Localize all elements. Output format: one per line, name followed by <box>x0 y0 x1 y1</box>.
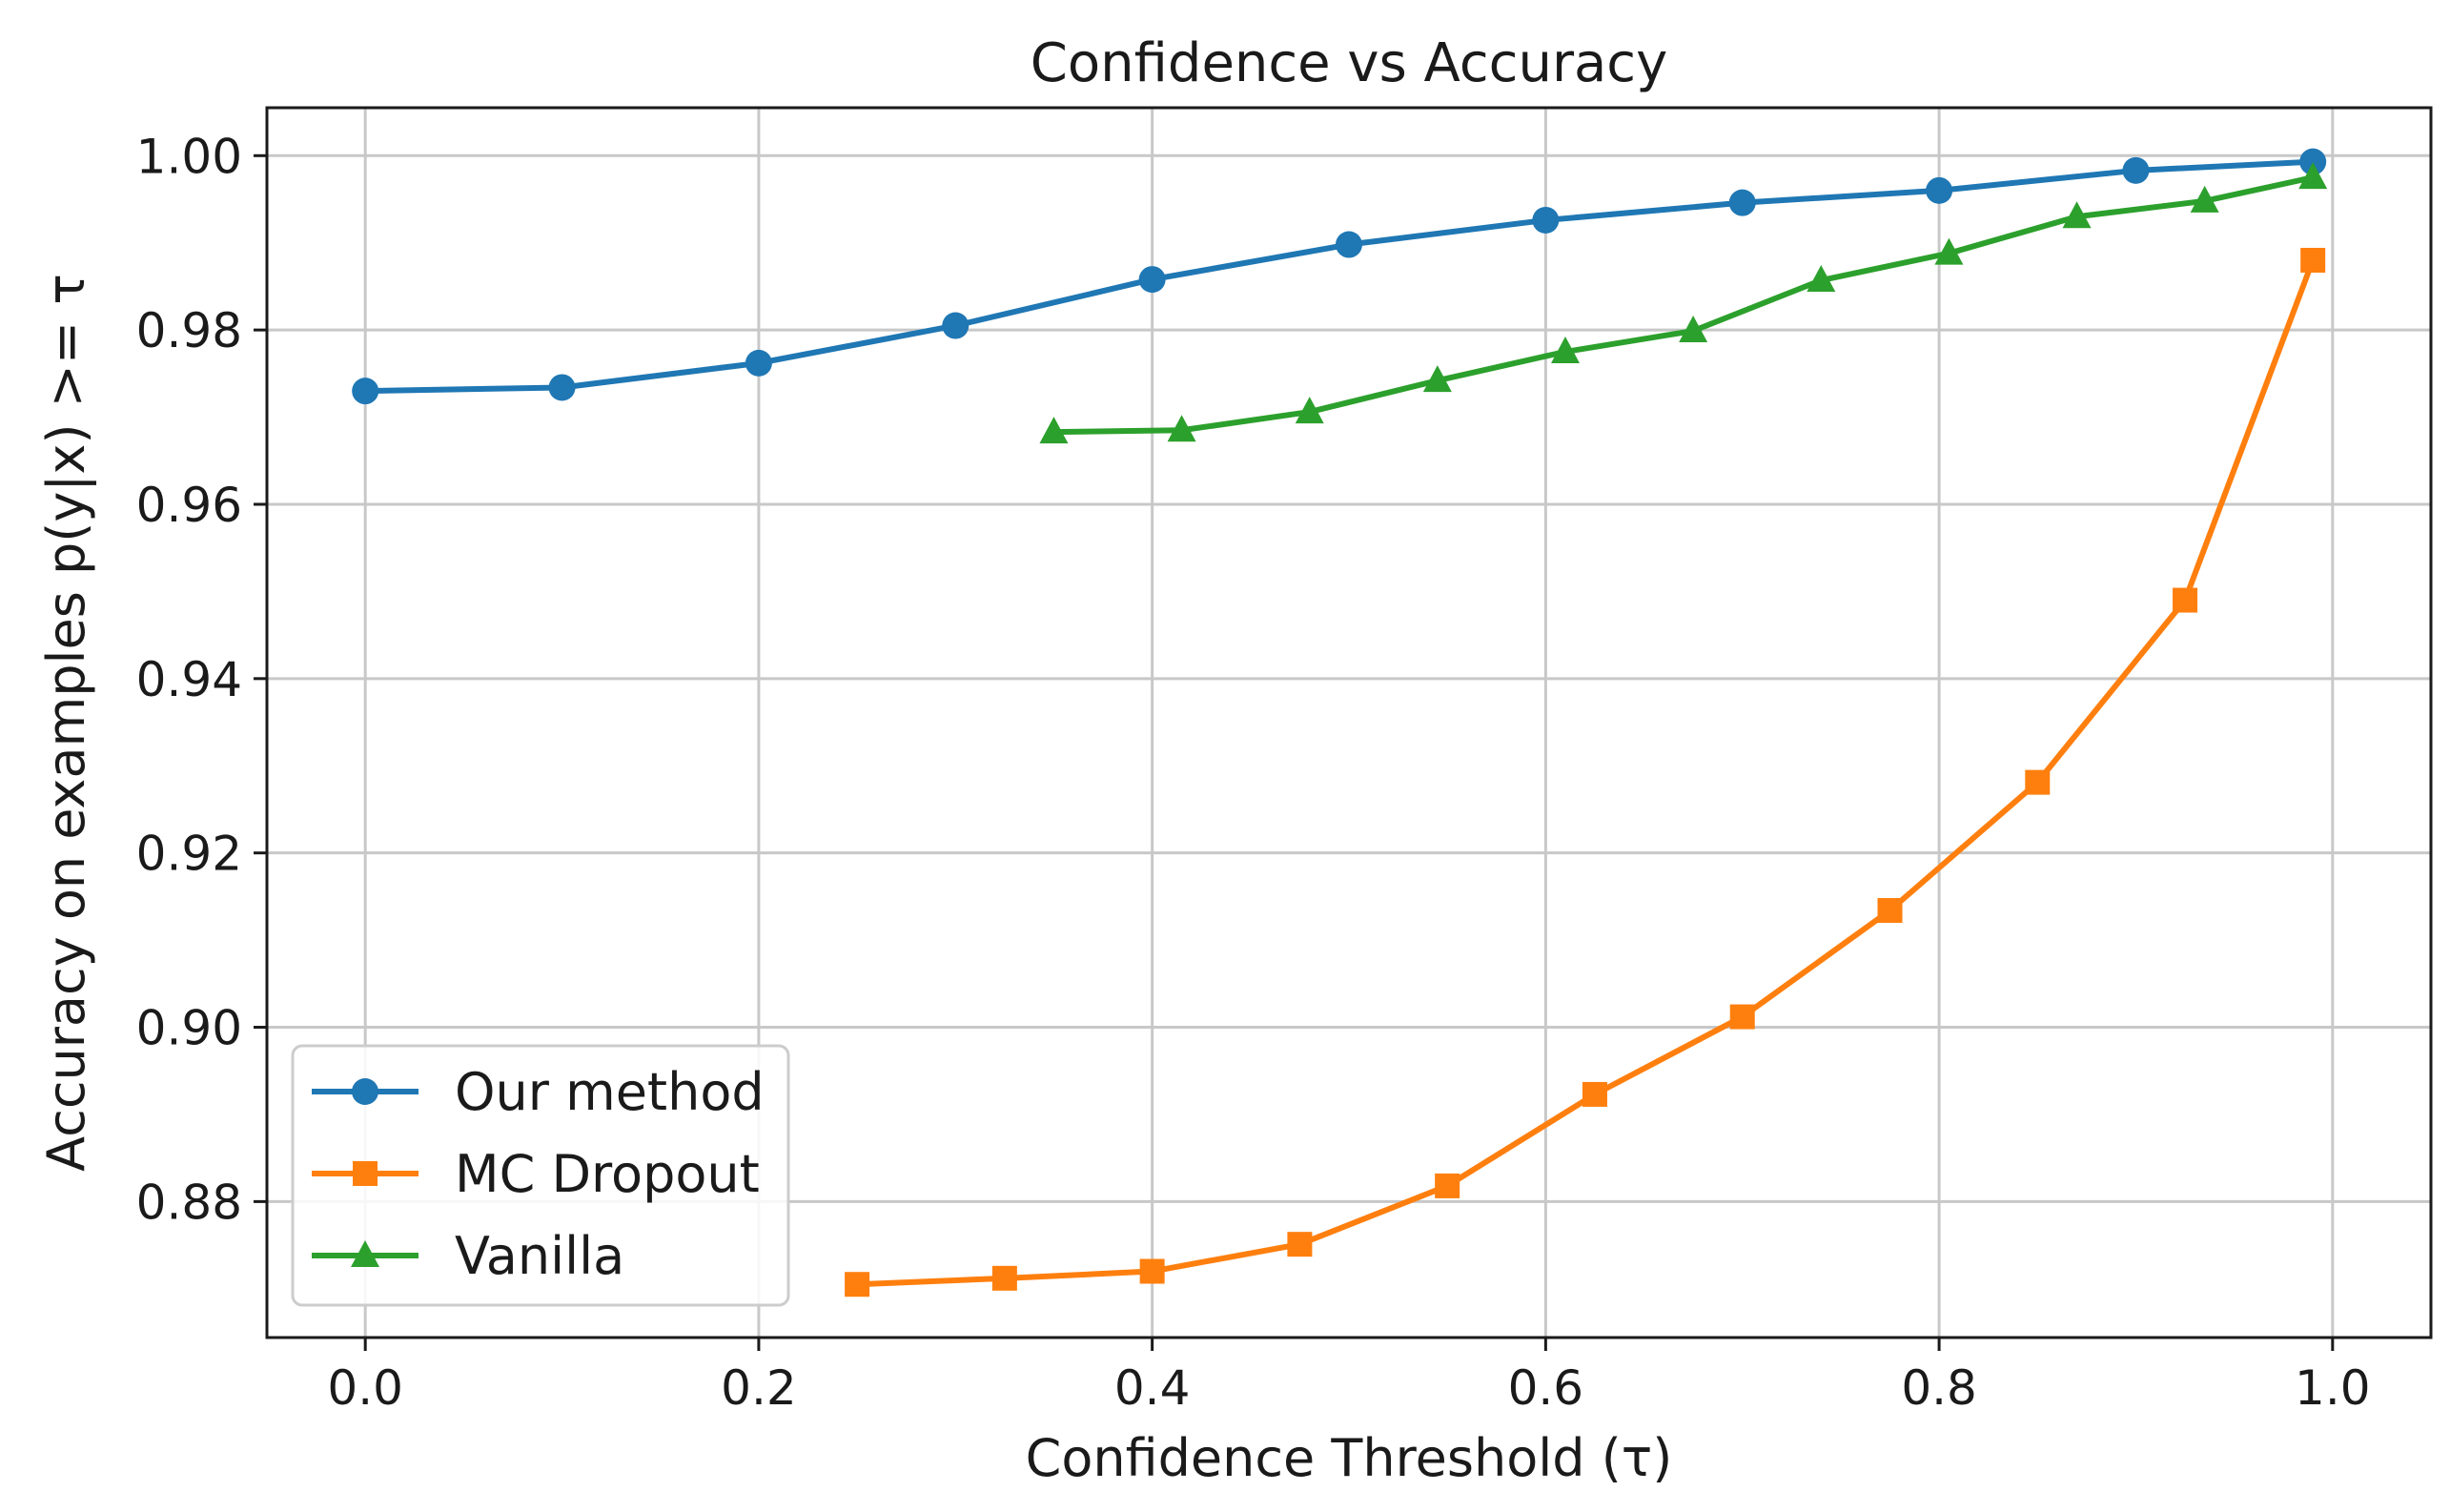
legend-marker-mc-dropout <box>353 1161 378 1186</box>
data-point-vanilla <box>1422 365 1452 393</box>
data-point-vanilla <box>2298 162 2328 190</box>
data-point-mc-dropout <box>1139 1258 1165 1284</box>
data-point-our-method <box>1336 231 1362 258</box>
data-point-vanilla <box>1679 316 1708 343</box>
data-point-vanilla <box>1167 415 1196 442</box>
y-tick-label: 1.00 <box>136 129 242 184</box>
data-point-vanilla <box>1551 336 1580 363</box>
legend-item-our-method: Our method <box>312 1062 765 1122</box>
series-mc-dropout <box>845 247 2326 1297</box>
y-tick-label: 0.94 <box>136 652 242 707</box>
data-point-our-method <box>745 349 772 377</box>
x-tick-label: 1.0 <box>2295 1360 2371 1416</box>
legend-marker-our-method <box>352 1078 378 1105</box>
data-point-mc-dropout <box>1729 1004 1755 1030</box>
series-line-vanilla <box>1053 174 2314 436</box>
data-point-mc-dropout <box>991 1265 1017 1291</box>
data-point-vanilla <box>1934 237 1964 265</box>
axis-ticks: 0.0 0.2 0.4 0.6 0.8 1.0 0.88 0.90 0.92 0.94 0.96 0.… <box>136 129 2371 1416</box>
data-point-mc-dropout <box>1877 898 1903 924</box>
data-point-mc-dropout <box>845 1272 870 1297</box>
data-point-our-method <box>2299 148 2327 175</box>
x-axis-label: Confidence Threshold (τ) <box>1026 1428 1673 1488</box>
legend-item-mc-dropout: MC Dropout <box>312 1144 760 1204</box>
y-tick-label: 0.88 <box>136 1175 242 1230</box>
series-line-mc-dropout <box>856 258 2316 1288</box>
data-point-mc-dropout <box>1435 1173 1460 1198</box>
data-point-vanilla <box>1039 417 1069 444</box>
grid-lines <box>267 108 2431 1338</box>
series-our-method <box>352 148 2327 405</box>
series-line-our-method <box>365 158 2314 395</box>
y-tick-label: 0.90 <box>136 1001 242 1056</box>
data-point-mc-dropout <box>2025 769 2051 795</box>
legend-label-mc-dropout: MC Dropout <box>455 1144 760 1204</box>
y-tick-label: 0.96 <box>136 478 242 533</box>
data-point-mc-dropout <box>1287 1232 1313 1257</box>
legend-label-vanilla: Vanilla <box>455 1226 624 1286</box>
chart-title: Confidence vs Accuracy <box>1031 32 1667 94</box>
series-vanilla <box>1039 162 2328 444</box>
x-tick-label: 0.8 <box>1901 1360 1977 1416</box>
plot-frame <box>265 106 2433 1339</box>
data-point-our-method <box>352 378 379 405</box>
x-tick-label: 0.2 <box>721 1360 797 1416</box>
data-point-mc-dropout <box>2300 247 2326 273</box>
data-point-vanilla <box>1295 397 1324 424</box>
legend: Our method MC Dropout Vanilla <box>291 1044 790 1307</box>
x-tick-label: 0.4 <box>1114 1360 1191 1416</box>
data-point-vanilla <box>2190 185 2219 213</box>
data-point-our-method <box>1728 189 1756 216</box>
x-tick-label: 0.0 <box>327 1360 403 1416</box>
data-point-our-method <box>1926 176 1953 204</box>
data-point-vanilla <box>2062 201 2092 229</box>
x-tick-label: 0.6 <box>1508 1360 1584 1416</box>
y-axis-label: Accuracy on examples p(y|x) >= τ <box>36 274 96 1172</box>
data-point-our-method <box>1138 266 1166 294</box>
legend-item-vanilla: Vanilla <box>312 1226 624 1286</box>
y-tick-label: 0.98 <box>136 303 242 358</box>
data-point-our-method <box>548 374 576 401</box>
legend-label-our-method: Our method <box>455 1062 765 1122</box>
y-tick-label: 0.92 <box>136 827 242 882</box>
data-point-mc-dropout <box>2173 587 2198 613</box>
data-point-vanilla <box>1807 265 1836 293</box>
data-point-our-method <box>2122 156 2150 184</box>
data-point-our-method <box>942 312 970 339</box>
data-point-our-method <box>1532 206 1560 234</box>
legend-marker-vanilla <box>351 1240 379 1267</box>
legend-box <box>291 1044 790 1307</box>
data-point-mc-dropout <box>1582 1081 1607 1107</box>
data-series <box>352 148 2328 1297</box>
